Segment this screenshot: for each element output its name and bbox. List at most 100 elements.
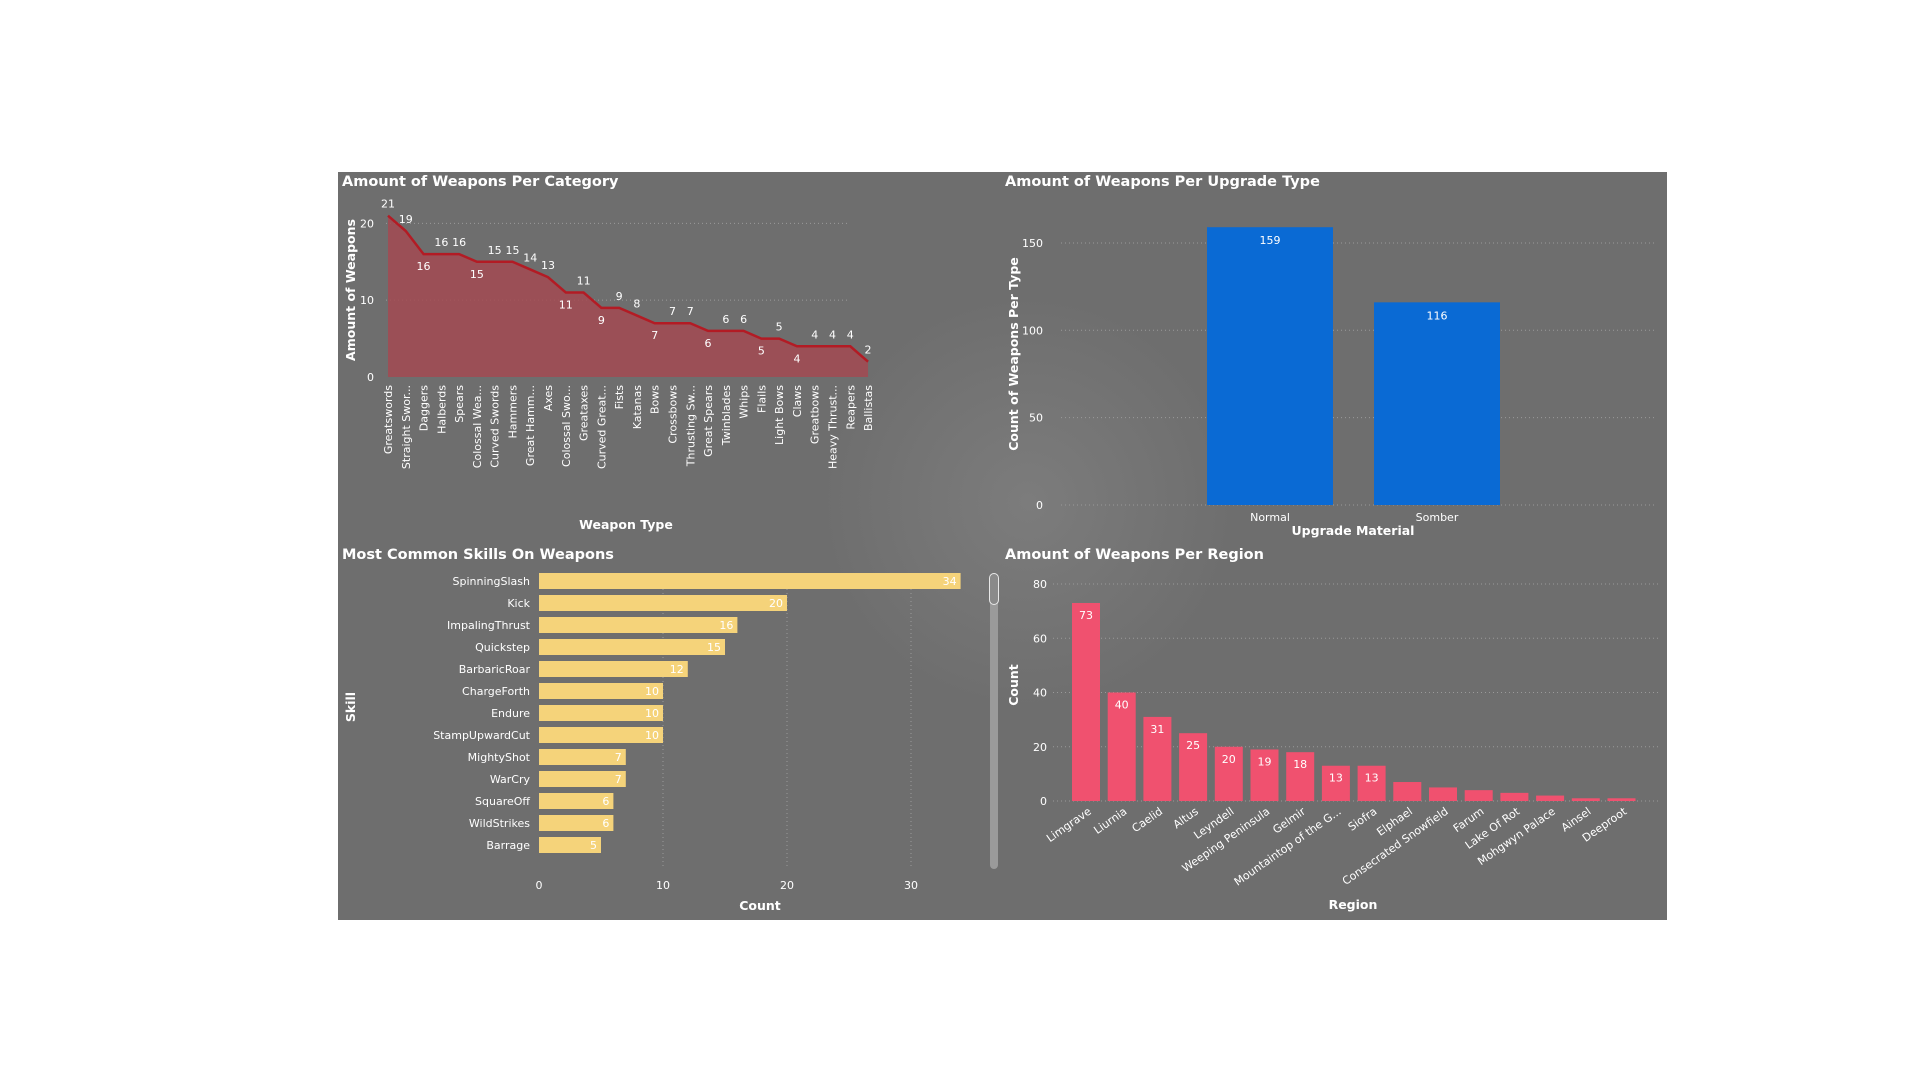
skills-bar xyxy=(539,749,626,765)
panel-common-skills[interactable]: Most Common Skills On Weapons 0 10 20 30 34 S… xyxy=(338,545,999,920)
category-x-tick: Flails xyxy=(755,385,768,413)
region-data-label: 31 xyxy=(1150,723,1164,736)
category-y-axis-title: Amount of Weapons xyxy=(343,219,358,361)
region-chart-title: Amount of Weapons Per Region xyxy=(1005,547,1264,563)
category-data-label: 6 xyxy=(740,313,747,326)
category-data-label: 4 xyxy=(793,352,800,365)
category-data-label: 16 xyxy=(452,236,466,249)
skills-bar xyxy=(539,573,961,589)
category-data-label: 6 xyxy=(722,313,729,326)
upgrade-bar xyxy=(1374,302,1500,505)
skills-bar xyxy=(539,837,601,853)
skills-y-tick: SquareOff xyxy=(475,795,530,808)
category-data-label: 15 xyxy=(505,244,519,257)
skills-y-tick: BarbaricRoar xyxy=(459,663,531,676)
category-x-tick: Daggers xyxy=(418,385,431,431)
region-chart: 02040608073Limgrave40Liurnia31Caelid25Al… xyxy=(1006,578,1661,912)
skills-data-label: 10 xyxy=(645,685,659,698)
category-x-tick: Great Hamm... xyxy=(524,385,537,466)
panel-weapons-per-category[interactable]: Amount of Weapons Per Category 0 10 20 21 19… xyxy=(338,172,998,544)
region-y-tick: 80 xyxy=(1033,578,1047,591)
category-y-tick: 10 xyxy=(360,294,374,307)
category-x-tick: Greatbows xyxy=(809,385,822,444)
upgrade-x-tick: Normal xyxy=(1250,511,1290,524)
upgrade-x-axis-title: Upgrade Material xyxy=(1292,523,1415,538)
region-bar xyxy=(1179,733,1208,801)
category-data-label: 7 xyxy=(669,305,676,318)
category-x-tick: Halberds xyxy=(435,385,448,434)
skills-bar xyxy=(539,815,614,831)
region-bar xyxy=(1143,716,1172,801)
category-x-tick: Heavy Thrust... xyxy=(827,385,840,469)
skills-bar xyxy=(539,661,688,677)
upgrade-y-tick: 150 xyxy=(1022,237,1043,250)
category-y-tick: 0 xyxy=(367,371,374,384)
region-bar xyxy=(1536,795,1565,801)
skills-x-tick: 20 xyxy=(780,879,794,892)
category-x-tick: Reapers xyxy=(844,385,857,430)
skills-scroll-thumb[interactable] xyxy=(989,573,999,605)
skills-y-axis-title: Skill xyxy=(343,692,358,722)
upgrade-chart-title: Amount of Weapons Per Upgrade Type xyxy=(1005,174,1320,190)
region-bar xyxy=(1429,787,1457,801)
skills-chart: 0 10 20 30 34 SpinningSlash 20 Kick 16 ImpalingTh… xyxy=(343,573,961,913)
skills-bar xyxy=(539,617,738,633)
category-chart-title: Amount of Weapons Per Category xyxy=(342,174,619,190)
category-data-label: 16 xyxy=(434,236,448,249)
skills-y-tick: StampUpwardCut xyxy=(433,729,530,742)
skills-bar xyxy=(539,683,663,699)
category-data-label: 8 xyxy=(633,298,640,311)
skills-y-tick: Barrage xyxy=(486,839,530,852)
category-data-label: 19 xyxy=(399,213,413,226)
skills-data-label: 34 xyxy=(943,575,957,588)
skills-data-label: 6 xyxy=(602,817,609,830)
category-data-label: 9 xyxy=(616,290,623,303)
skills-data-label: 10 xyxy=(645,707,659,720)
region-x-tick: Liurnia xyxy=(1091,805,1129,837)
skills-bar xyxy=(539,793,614,809)
skills-data-label: 10 xyxy=(645,729,659,742)
region-y-tick: 20 xyxy=(1033,741,1047,754)
category-x-tick: Spears xyxy=(453,385,466,423)
category-data-label: 7 xyxy=(687,305,694,318)
category-x-tick: Ballistas xyxy=(862,385,875,431)
category-data-label: 11 xyxy=(559,299,573,312)
upgrade-y-tick: 100 xyxy=(1022,324,1043,337)
category-x-tick: Colossal Wea... xyxy=(471,385,484,468)
region-x-axis-title: Region xyxy=(1329,897,1378,912)
region-data-label: 18 xyxy=(1293,758,1307,771)
category-x-tick: Greataxes xyxy=(578,385,591,441)
category-line xyxy=(387,214,869,363)
region-data-label: 19 xyxy=(1258,755,1272,768)
category-data-label: 14 xyxy=(523,251,537,264)
category-data-label: 5 xyxy=(776,321,783,334)
category-x-tick: Straight Swor... xyxy=(400,385,413,469)
region-data-label: 40 xyxy=(1115,699,1129,712)
category-area xyxy=(388,215,869,377)
skills-y-tick: ImpalingThrust xyxy=(447,619,531,632)
skills-scrollbar[interactable] xyxy=(989,573,999,869)
region-y-tick: 40 xyxy=(1033,687,1047,700)
panel-weapons-per-upgrade[interactable]: Amount of Weapons Per Upgrade Type 0 50 10… xyxy=(1001,172,1667,544)
panel-weapons-per-region[interactable]: Amount of Weapons Per Region 0 20 40 60 80 73… xyxy=(1001,545,1667,920)
skills-data-label: 20 xyxy=(769,597,783,610)
skills-data-label: 16 xyxy=(719,619,733,632)
skills-data-label: 6 xyxy=(602,795,609,808)
upgrade-y-tick: 0 xyxy=(1036,499,1043,512)
skills-bar xyxy=(539,639,725,655)
category-x-tick: Fists xyxy=(613,385,626,410)
skills-y-tick: Quickstep xyxy=(475,641,530,654)
region-bar xyxy=(1214,746,1243,801)
skills-y-tick: ChargeForth xyxy=(462,685,530,698)
category-data-label: 4 xyxy=(829,328,836,341)
category-x-tick: Great Spears xyxy=(702,385,715,457)
category-y-tick: 20 xyxy=(360,217,374,230)
skills-y-tick: Endure xyxy=(491,707,530,720)
skills-x-tick: 0 xyxy=(536,879,543,892)
category-x-tick: Whips xyxy=(738,385,751,419)
region-bar xyxy=(1107,692,1136,801)
category-data-label: 16 xyxy=(417,260,431,273)
category-data-label: 15 xyxy=(470,268,484,281)
